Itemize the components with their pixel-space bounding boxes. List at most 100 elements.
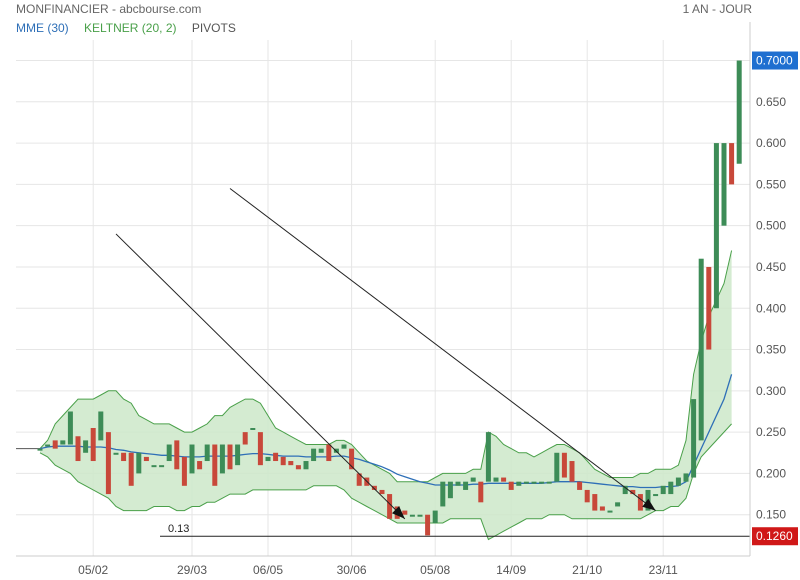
x-tick-label: 29/03 [177, 563, 207, 577]
trendlines: 0.13 0.1260 [115, 188, 798, 546]
candle [523, 481, 529, 484]
x-tick-label: 23/11 [649, 563, 678, 577]
candle [67, 411, 73, 445]
candle [295, 465, 301, 470]
candle [273, 452, 279, 462]
grid [16, 40, 750, 556]
y-tick-label: 0.550 [756, 177, 786, 191]
candle [60, 440, 66, 445]
x-tick-label: 06/05 [253, 563, 283, 577]
mme30-line [39, 374, 733, 489]
chart-title: MONFINANCIER - abcbourse.com [16, 2, 202, 16]
candle [227, 444, 233, 470]
candle [280, 456, 286, 466]
candle [318, 448, 324, 453]
period-label[interactable]: 1 AN - JOUR [682, 2, 752, 16]
candle [729, 143, 735, 185]
candle [105, 432, 111, 495]
candle [637, 494, 643, 511]
x-tick-label: 05/08 [420, 563, 450, 577]
candle [501, 477, 507, 482]
y-tick-label: 0.300 [756, 384, 786, 398]
candle [508, 481, 514, 490]
candle [713, 143, 719, 309]
support-price-label: 0.1260 [756, 529, 793, 543]
candle [265, 456, 271, 462]
candle [440, 481, 446, 507]
candle [569, 461, 575, 482]
candle [630, 489, 636, 495]
candle [303, 461, 309, 470]
candle [288, 461, 294, 466]
candle [485, 432, 491, 482]
candle [470, 477, 476, 482]
candle [615, 502, 621, 507]
legend-pivots: PIVOTS [191, 21, 236, 35]
keltner-lower [39, 423, 732, 541]
candle [151, 465, 157, 468]
legend-keltner: KELTNER (20, 2) [84, 21, 177, 35]
axes: 0.150 0.200 0.250 0.300 0.350 0.400 0.450 0.500… [16, 22, 798, 577]
candle [349, 448, 355, 470]
candle [83, 440, 89, 453]
candle [113, 452, 119, 455]
mme-line [39, 374, 733, 489]
keltner-band [16, 250, 733, 541]
candle [181, 456, 187, 486]
candle [554, 452, 560, 482]
candle [698, 258, 704, 441]
candle [668, 481, 674, 495]
candle [736, 60, 742, 164]
candle [356, 473, 362, 486]
candle [326, 444, 332, 462]
candle [592, 494, 598, 511]
candle [478, 481, 484, 503]
trend-line [115, 233, 406, 520]
x-tick-label: 14/09 [496, 563, 526, 577]
candle [45, 444, 51, 447]
candle [174, 440, 180, 470]
candle [675, 477, 681, 486]
candle [584, 489, 590, 503]
candle [546, 481, 552, 484]
candle [166, 444, 172, 462]
y-tick-label: 0.650 [756, 95, 786, 109]
trend-line [229, 188, 656, 511]
candle [660, 485, 666, 495]
candle [417, 514, 423, 517]
candle [159, 465, 165, 468]
candle [219, 444, 225, 474]
candle [607, 510, 613, 513]
last-price-badge [752, 51, 798, 70]
candle [189, 444, 195, 474]
candle [136, 452, 142, 474]
y-tick-label: 0.400 [756, 301, 786, 315]
y-tick-label: 0.150 [756, 508, 786, 522]
candle [75, 436, 81, 462]
candle [622, 485, 628, 495]
candle [379, 489, 385, 495]
x-tick-label: 30/06 [337, 563, 367, 577]
candle [577, 481, 583, 490]
candle [90, 428, 96, 462]
candle [235, 444, 241, 466]
candle [706, 266, 712, 350]
candle [463, 481, 469, 490]
candle [98, 411, 104, 441]
candle [311, 448, 317, 462]
candle [387, 494, 393, 519]
legend-mme: MME (30) [16, 21, 69, 35]
candle [341, 444, 347, 449]
candle [128, 452, 134, 486]
candle [683, 473, 689, 482]
candle [539, 481, 545, 484]
candle [653, 494, 659, 497]
last-price-label: 0.7000 [756, 54, 793, 68]
candle [212, 444, 218, 486]
candle [371, 485, 377, 490]
candle [691, 399, 697, 478]
candle [425, 514, 431, 536]
support-price-badge [752, 527, 798, 546]
candle [143, 456, 149, 462]
